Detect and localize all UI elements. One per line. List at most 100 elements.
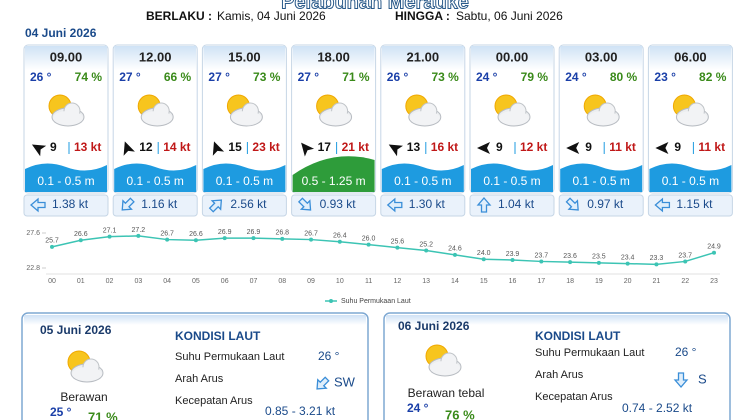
time: 21.00 <box>407 49 440 64</box>
x-tick-label: 10 <box>336 278 344 285</box>
gust: 11 kt <box>698 140 725 154</box>
x-tick-label: 19 <box>595 278 603 285</box>
wind-speed: 9 <box>50 140 57 154</box>
point <box>683 259 688 264</box>
point <box>78 238 83 243</box>
line <box>51 235 715 266</box>
value-label: 24.0 <box>477 250 491 257</box>
current-box <box>201 194 287 217</box>
wave-height: 0.5 - 1.25 m <box>302 174 366 188</box>
sea-heading: KONDISI LAUT <box>175 329 261 343</box>
point <box>481 257 486 262</box>
time: 00.00 <box>496 49 529 64</box>
weather-icon <box>137 94 174 127</box>
time: 06.00 <box>674 49 707 64</box>
humidity: 74 % <box>75 70 103 84</box>
wave-area <box>114 163 197 192</box>
point <box>193 238 198 243</box>
x-tick-label: 15 <box>480 278 488 285</box>
point <box>107 234 112 239</box>
value-label: 26.7 <box>304 230 318 237</box>
row-label: Arah Arus <box>175 373 224 385</box>
x-tick-label: 05 <box>192 278 200 285</box>
value-label: 27.1 <box>103 227 117 234</box>
sst-value: 26 ° <box>675 345 697 359</box>
point <box>539 259 544 264</box>
x-tick-label: 18 <box>566 278 574 285</box>
wave-area <box>25 163 107 192</box>
wave-area <box>203 163 286 192</box>
row-label: Suhu Permukaan Laut <box>175 351 284 363</box>
cloud <box>320 111 351 125</box>
current-speed: 1.15 kt <box>676 197 713 211</box>
wave-height: 0.1 - 0.5 m <box>483 174 540 188</box>
current-arrow <box>121 197 135 211</box>
point <box>309 237 314 242</box>
value-label: 26.6 <box>74 231 88 238</box>
point <box>280 236 285 241</box>
weather: Berawan <box>60 390 107 404</box>
humidity: 79 % <box>521 70 549 84</box>
row-label: Arah Arus <box>535 369 584 381</box>
temperature: 27 ° <box>119 70 141 84</box>
point <box>222 236 227 241</box>
temperature: 26 ° <box>387 70 409 84</box>
to-date: Sabtu, 06 Juni 2026 <box>456 9 563 23</box>
wind-arrow <box>212 141 225 156</box>
cloud <box>72 367 102 381</box>
to-label: HINGGA : <box>395 9 450 23</box>
point <box>712 250 716 255</box>
wind-speed: 13 <box>407 140 421 154</box>
legend-marker <box>329 299 333 303</box>
current-speed: 0.93 kt <box>320 197 357 211</box>
cloud <box>677 111 708 125</box>
forecast-card: 06.00 23 ° 82 % 9 11 kt 0.1 - 0.5 m 1.15 kt <box>647 44 733 217</box>
value-label: 26.4 <box>333 233 347 240</box>
x-tick-label: 06 <box>221 278 229 285</box>
temperature: 27 ° <box>208 70 230 84</box>
current-box <box>112 194 198 217</box>
from-label: BERLAKU : <box>146 9 212 23</box>
weather-icon <box>67 350 104 383</box>
current-direction: SW <box>334 374 356 389</box>
forecast-card: 18.00 27 ° 71 % 17 21 kt 0.5 - 1.25 m 0.93 kt <box>291 44 377 217</box>
current-box <box>469 194 555 217</box>
value-label: 24.9 <box>707 244 721 251</box>
wind-arrow <box>123 141 135 156</box>
x-tick-label: 23 <box>710 278 718 285</box>
wave-area <box>381 163 464 192</box>
wave-height: 0.1 - 0.5 m <box>573 174 630 188</box>
wind-speed: 17 <box>318 140 332 154</box>
x-tick-label: 16 <box>509 278 517 285</box>
x-tick-label: 17 <box>537 278 545 285</box>
day-label: 04 Juni 2026 <box>25 26 97 40</box>
panel-frame <box>383 312 731 420</box>
wave-area <box>471 163 553 192</box>
sst-value: 26 ° <box>318 349 340 363</box>
temperature: 24 ° <box>476 70 498 84</box>
weather-icon <box>494 94 531 127</box>
humidity: 82 % <box>699 70 727 84</box>
gust: 11 kt <box>609 140 636 154</box>
humidity: 71 % <box>88 409 118 420</box>
wave-area <box>292 156 375 192</box>
wind-speed: 12 <box>139 140 153 154</box>
value-label: 26.9 <box>218 229 232 236</box>
temperature: 24 ° <box>565 70 587 84</box>
temperature: 27 ° <box>298 70 320 84</box>
gust: 13 kt <box>74 140 101 154</box>
value-label: 26.9 <box>247 229 261 236</box>
weather-icon <box>405 94 442 127</box>
panel-header <box>386 315 728 325</box>
wave-height: 0.1 - 0.5 m <box>127 174 184 188</box>
x-tick-label: 12 <box>393 278 401 285</box>
point <box>395 245 400 250</box>
gust: 23 kt <box>252 140 279 154</box>
x-tick-label: 11 <box>365 278 372 285</box>
x-tick-label: 07 <box>250 278 258 285</box>
current-arrow <box>297 197 312 211</box>
weather-icon <box>316 94 353 127</box>
weather-icon <box>226 94 263 127</box>
x-tick-label: 08 <box>278 278 286 285</box>
